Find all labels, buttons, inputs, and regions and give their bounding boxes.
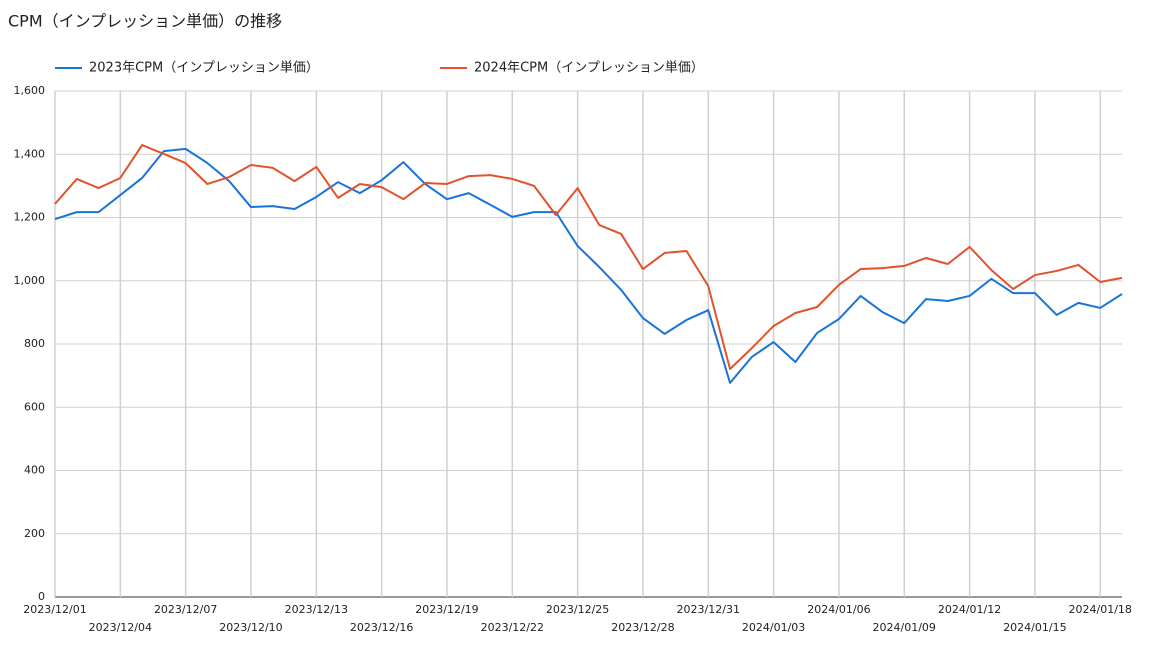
x-tick-label: 2023/12/04 bbox=[89, 621, 152, 634]
chart-title: CPM（インプレッション単価）の推移 bbox=[8, 12, 282, 31]
x-tick-label: 2024/01/18 bbox=[1069, 603, 1132, 616]
x-tick-label: 2023/12/01 bbox=[23, 603, 86, 616]
x-tick-label: 2023/12/07 bbox=[154, 603, 217, 616]
y-tick-label: 1,600 bbox=[14, 84, 46, 97]
x-tick-label: 2023/12/13 bbox=[285, 603, 348, 616]
y-tick-label: 1,200 bbox=[14, 211, 46, 224]
x-tick-label: 2024/01/12 bbox=[938, 603, 1001, 616]
x-tick-label: 2023/12/31 bbox=[677, 603, 740, 616]
y-tick-label: 1,000 bbox=[14, 274, 46, 287]
y-tick-label: 800 bbox=[24, 337, 45, 350]
x-tick-label: 2023/12/22 bbox=[481, 621, 544, 634]
series-line bbox=[54, 144, 1123, 370]
y-tick-label: 600 bbox=[24, 400, 45, 413]
y-tick-label: 200 bbox=[24, 527, 45, 540]
x-tick-label: 2023/12/19 bbox=[415, 603, 478, 616]
x-tick-label: 2024/01/06 bbox=[807, 603, 870, 616]
x-tick-label: 2023/12/16 bbox=[350, 621, 413, 634]
legend-label: 2023年CPM（インプレッション単価） bbox=[89, 60, 319, 76]
y-tick-label: 1,400 bbox=[14, 147, 46, 160]
series-line bbox=[54, 147, 1123, 384]
y-tick-label: 400 bbox=[24, 464, 45, 477]
legend-label: 2024年CPM（インプレッション単価） bbox=[474, 60, 704, 76]
x-tick-label: 2023/12/25 bbox=[546, 603, 609, 616]
x-tick-label: 2024/01/09 bbox=[873, 621, 936, 634]
x-tick-label: 2023/12/10 bbox=[219, 621, 282, 634]
x-tick-label: 2023/12/28 bbox=[611, 621, 674, 634]
y-tick-label: 0 bbox=[38, 590, 45, 603]
x-tick-label: 2024/01/03 bbox=[742, 621, 805, 634]
x-tick-label: 2024/01/15 bbox=[1003, 621, 1066, 634]
